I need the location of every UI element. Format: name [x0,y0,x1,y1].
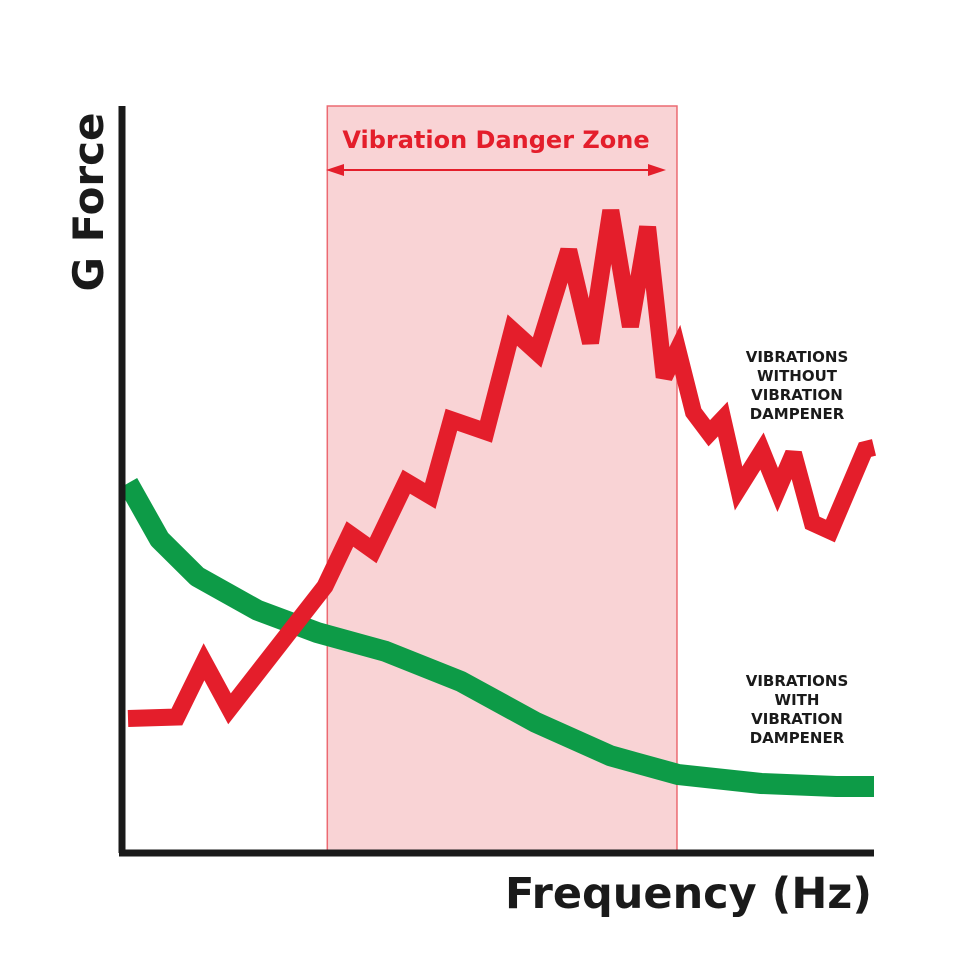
series-label-line: WITHOUT [757,367,838,385]
series-label-line: VIBRATIONS [746,672,849,690]
y-axis-title: G Force [64,112,113,291]
danger-zone-band [326,105,678,852]
danger-zone-label: Vibration Danger Zone [342,126,649,154]
series-label-line: VIBRATIONS [746,348,849,366]
series-label-without-dampener: VIBRATIONS WITHOUT VIBRATION DAMPENER [746,348,849,423]
series-label-line: DAMPENER [750,729,845,747]
series-label-line: WITH [775,691,820,709]
x-axis-title: Frequency (Hz) [505,869,872,919]
series-layer [118,209,877,797]
danger-zone-arrow [326,164,666,176]
series-label-line: VIBRATION [751,386,843,404]
series-line-with-dampener [118,478,874,797]
series-line-without-dampener [127,209,877,727]
series-label-with-dampener: VIBRATIONS WITH VIBRATION DAMPENER [746,672,849,747]
series-label-line: DAMPENER [750,405,845,423]
series-label-line: VIBRATION [751,710,843,728]
